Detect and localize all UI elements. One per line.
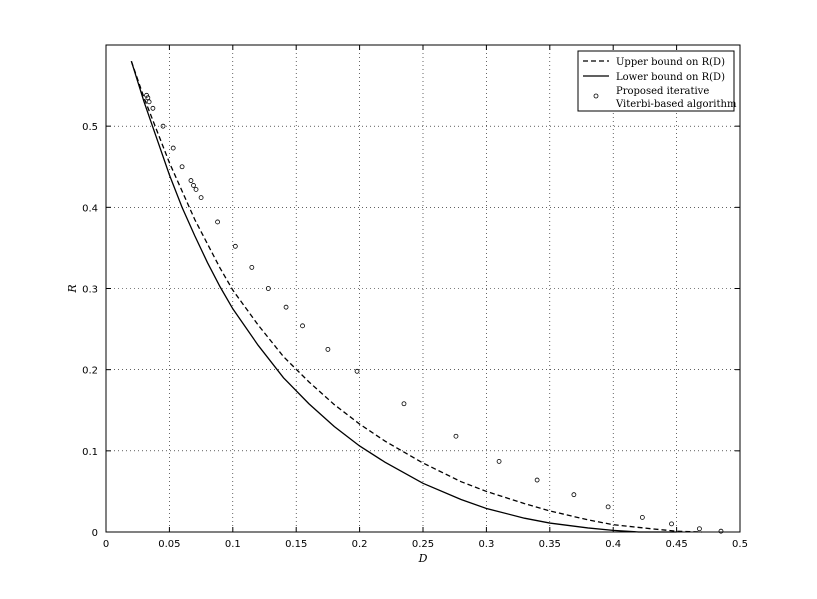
x-tick-label: 0.3 bbox=[478, 539, 494, 550]
legend-label-upper-bound: Upper bound on R(D) bbox=[616, 57, 725, 68]
data-point-marker bbox=[170, 145, 176, 151]
data-point-marker bbox=[193, 187, 199, 192]
axis-ticks: 0 0.05 0.1 0.15 0.2 0.25 0.3 0.35 0.4 0.45 0.5 0 0.1… bbox=[82, 45, 748, 550]
x-axis-label: D bbox=[418, 552, 428, 565]
series-layer bbox=[130, 61, 724, 534]
y-tick-label: 0 bbox=[92, 528, 98, 539]
data-point-marker bbox=[145, 95, 151, 101]
data-point-marker bbox=[191, 183, 196, 188]
x-tick-label: 0.4 bbox=[605, 539, 621, 550]
x-tick-label: 0 bbox=[103, 539, 109, 550]
x-tick-label: 0.05 bbox=[158, 539, 180, 550]
data-point-marker bbox=[146, 99, 152, 105]
data-point-marker bbox=[179, 164, 185, 170]
legend: Upper bound on R(D) Lower bound on R(D) … bbox=[577, 50, 737, 112]
y-tick-label: 0.5 bbox=[82, 122, 98, 133]
legend-label-lower-bound: Lower bound on R(D) bbox=[616, 72, 725, 83]
data-point-marker bbox=[249, 264, 255, 270]
x-tick-label: 0.25 bbox=[412, 539, 434, 550]
legend-label-proposed-line2: Viterbi-based algorithm bbox=[615, 99, 737, 110]
data-point-marker bbox=[697, 526, 702, 532]
lower-bound-line bbox=[130, 61, 677, 533]
data-point-marker bbox=[188, 178, 194, 183]
data-point-marker bbox=[496, 458, 502, 464]
data-point-marker bbox=[300, 323, 305, 329]
data-point-marker bbox=[534, 477, 540, 483]
data-point-marker bbox=[198, 195, 204, 200]
grid-lines bbox=[106, 45, 740, 532]
x-tick-label: 0.35 bbox=[539, 539, 561, 550]
data-point-marker bbox=[160, 123, 166, 129]
y-tick-label: 0.4 bbox=[82, 203, 98, 214]
data-point-marker bbox=[718, 528, 724, 534]
legend-label-proposed-line1: Proposed iterative bbox=[616, 86, 709, 97]
y-axis-label: R bbox=[66, 284, 79, 293]
data-point-marker bbox=[150, 105, 156, 111]
x-tick-label: 0.5 bbox=[732, 539, 748, 550]
legend-swatch-proposed-algorithm bbox=[593, 93, 599, 99]
y-tick-label: 0.3 bbox=[82, 285, 98, 296]
data-point-marker bbox=[265, 286, 271, 291]
y-tick-label: 0.2 bbox=[82, 366, 98, 377]
data-point-marker bbox=[283, 304, 289, 310]
data-point-marker bbox=[571, 492, 577, 498]
x-tick-label: 0.2 bbox=[352, 539, 368, 550]
data-point-marker bbox=[144, 92, 149, 98]
data-point-marker bbox=[453, 433, 459, 439]
y-tick-label: 0.1 bbox=[82, 447, 98, 458]
data-point-marker bbox=[639, 514, 645, 520]
data-point-marker bbox=[232, 243, 238, 249]
data-point-marker bbox=[325, 346, 331, 352]
data-point-marker bbox=[401, 401, 407, 407]
data-point-marker bbox=[354, 368, 360, 374]
data-point-marker bbox=[605, 504, 611, 510]
upper-bound-line bbox=[130, 61, 702, 533]
x-tick-label: 0.45 bbox=[665, 539, 687, 550]
x-tick-label: 0.1 bbox=[225, 539, 241, 550]
plot-frame bbox=[105, 44, 741, 533]
data-point-marker bbox=[215, 219, 220, 225]
x-tick-label: 0.15 bbox=[285, 539, 307, 550]
data-point-marker bbox=[669, 521, 674, 527]
